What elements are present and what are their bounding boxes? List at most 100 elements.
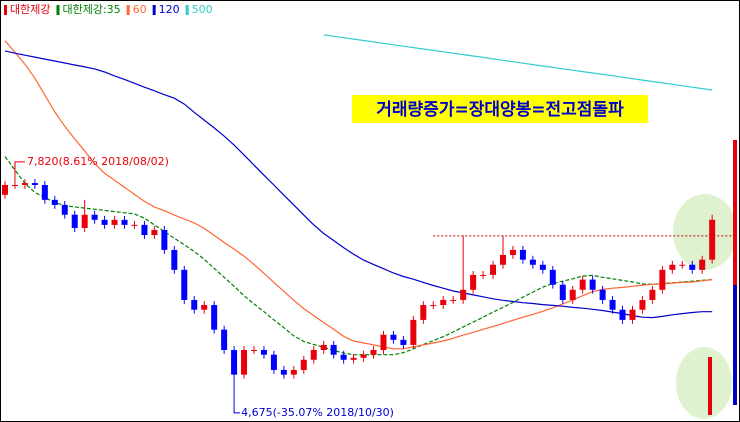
- legend: 대한제강 대한제강:35 60 120 500: [4, 3, 213, 16]
- candle-body: [519, 249, 526, 260]
- candle-body: [380, 334, 387, 351]
- title-box: [352, 95, 648, 123]
- volume-bar: [708, 357, 712, 415]
- candle-body: [111, 219, 118, 225]
- ma-line: [4, 40, 713, 350]
- candle-body: [480, 274, 487, 276]
- candle-body: [539, 264, 546, 270]
- candle-body: [320, 344, 327, 351]
- candle-body: [131, 224, 138, 226]
- ma-line: [4, 156, 713, 356]
- candle-body: [490, 264, 497, 275]
- candle-body: [410, 319, 417, 345]
- candle-body: [629, 309, 636, 320]
- candle-body: [500, 254, 506, 265]
- candle-body: [370, 350, 377, 355]
- legend-label: 60: [133, 3, 147, 16]
- candle-body: [270, 354, 277, 370]
- candle-body: [689, 264, 696, 270]
- candle-body: [340, 354, 347, 360]
- legend-label: 500: [192, 3, 213, 16]
- candle-body: [91, 214, 98, 220]
- candle-body: [280, 369, 287, 375]
- candle-body: [151, 229, 158, 236]
- candle-body: [649, 289, 656, 300]
- candle-body: [191, 299, 198, 310]
- candle-body: [430, 305, 437, 307]
- candle-body: [460, 289, 467, 300]
- candle-body: [221, 329, 228, 351]
- side-bar: [733, 285, 737, 405]
- annotation: 7,820(8.61% 2018/08/02): [27, 155, 169, 168]
- candle-body: [310, 350, 317, 360]
- chart-title: 거래량증가=장대양봉=전고점돌파: [376, 100, 624, 120]
- candle-body: [300, 359, 307, 370]
- candle-body: [679, 264, 686, 266]
- candle-body: [61, 204, 68, 215]
- candle-body: [569, 289, 576, 300]
- candle-body: [390, 334, 397, 340]
- highlight: [676, 347, 732, 419]
- candle-body: [231, 350, 238, 375]
- candle-body: [201, 305, 208, 310]
- ma-line: [323, 34, 713, 91]
- legend-swatch: [4, 5, 7, 15]
- candle-body: [529, 259, 536, 265]
- candle-body: [450, 299, 457, 301]
- candle-body: [470, 274, 477, 290]
- legend-label: 120: [159, 3, 180, 16]
- legend-label: 대한제강:35: [62, 3, 120, 16]
- candle-body: [330, 344, 337, 355]
- candle-body: [2, 184, 8, 195]
- candle-body: [699, 259, 706, 270]
- candle-body: [241, 350, 248, 375]
- candle-body: [549, 269, 556, 285]
- highlight: [673, 194, 737, 270]
- candle-body: [360, 354, 367, 358]
- candle-body: [211, 305, 218, 330]
- candle-body: [251, 350, 257, 352]
- candle-body: [181, 269, 188, 300]
- candle-body: [709, 219, 716, 260]
- candle-body: [619, 309, 626, 320]
- candle-body: [440, 299, 447, 306]
- legend-swatch: [185, 5, 189, 15]
- candle-body: [161, 229, 168, 250]
- candle-body: [290, 369, 297, 375]
- candle-body: [21, 183, 28, 185]
- side-bar: [733, 140, 737, 285]
- legend-swatch: [56, 5, 60, 15]
- annotation-arrow: [14, 161, 25, 170]
- candle-body: [141, 224, 148, 236]
- candle-body: [639, 299, 646, 310]
- legend-swatch: [152, 5, 156, 15]
- candle-body: [400, 339, 407, 345]
- candle-body: [31, 183, 38, 185]
- annotation-arrow: [233, 407, 241, 414]
- legend-swatch: [126, 5, 130, 15]
- candle-body: [599, 289, 606, 300]
- annotation: 4,675(-35.07% 2018/10/30): [241, 406, 394, 419]
- candle-body: [51, 199, 58, 205]
- candle-body: [41, 184, 48, 200]
- legend-label: 대한제강: [10, 3, 50, 16]
- candle-body: [171, 249, 178, 270]
- candle-body: [11, 184, 18, 186]
- candle-body: [659, 269, 666, 290]
- ma-line: [4, 50, 713, 319]
- candle-body: [669, 264, 676, 270]
- candle-body: [71, 214, 78, 229]
- candle-body: [81, 214, 88, 229]
- candle-body: [350, 357, 357, 360]
- candle-body: [101, 219, 108, 225]
- candle-body: [509, 249, 516, 255]
- candle-body: [589, 279, 596, 290]
- candle-body: [121, 219, 128, 225]
- candle-body: [609, 299, 616, 310]
- candle-body: [579, 279, 586, 290]
- candle-body: [420, 305, 427, 320]
- candle-body: [260, 350, 267, 355]
